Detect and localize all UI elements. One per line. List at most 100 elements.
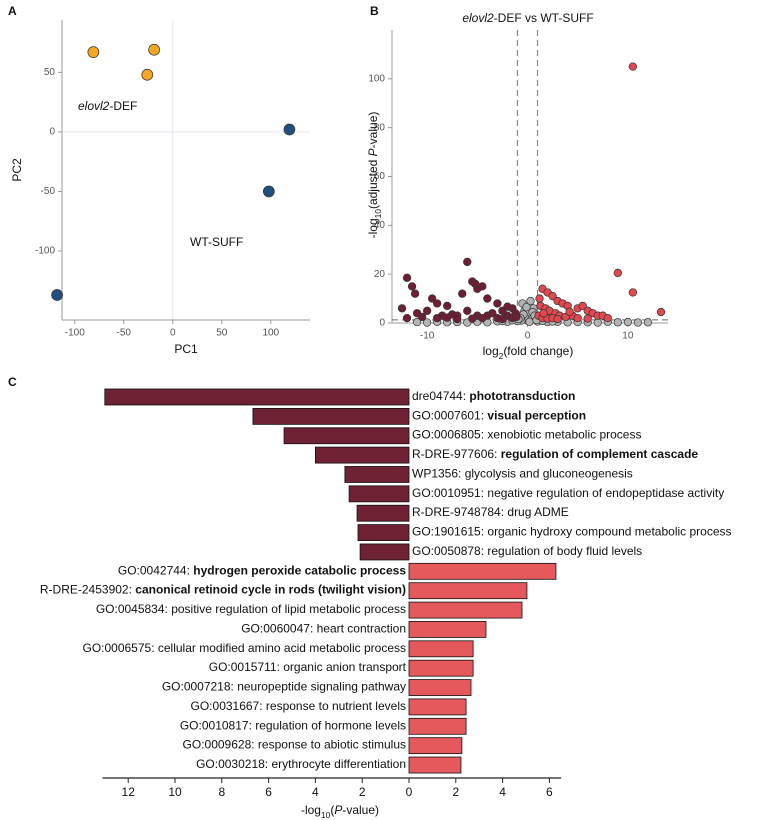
point bbox=[148, 43, 160, 56]
point bbox=[410, 289, 420, 298]
point bbox=[526, 296, 535, 306]
text-run: elovl2 bbox=[462, 11, 494, 25]
bar bbox=[408, 640, 474, 658]
bar bbox=[408, 756, 462, 774]
text-run: GO:0010951: bbox=[412, 486, 487, 500]
text-run: GO:0060047: bbox=[241, 622, 316, 636]
text-run: -DEF bbox=[109, 99, 137, 113]
panel-letter: A bbox=[8, 4, 17, 18]
point bbox=[262, 185, 275, 198]
category-label: GO:0050878: regulation of body fluid lev… bbox=[412, 544, 642, 558]
text-run: R-DRE-9748784: bbox=[412, 505, 507, 519]
x-tick-label: 2 bbox=[359, 785, 366, 799]
point bbox=[402, 313, 412, 323]
bar bbox=[408, 737, 463, 755]
category-label: R-DRE-2453902: canonical retinoid cycle … bbox=[40, 583, 406, 597]
x-tick-label: 50 bbox=[216, 328, 228, 339]
point bbox=[433, 313, 442, 323]
category-label: GO:0007601: visual perception bbox=[412, 409, 586, 423]
y-tick-label: -100 bbox=[35, 246, 55, 257]
x-tick-label: 0 bbox=[406, 785, 413, 799]
y-tick-label: 0 bbox=[49, 127, 55, 138]
point bbox=[407, 282, 417, 291]
text-run: (fold change) bbox=[503, 344, 573, 358]
text-run: phototransduction bbox=[469, 389, 575, 403]
text-run: GO:0030218: bbox=[196, 757, 271, 771]
bar bbox=[344, 466, 410, 483]
text-run: GO:0007601: bbox=[412, 409, 487, 423]
point bbox=[525, 317, 534, 326]
text-run: GO:0006575: bbox=[82, 641, 157, 655]
text-run: -value) bbox=[342, 803, 379, 817]
point bbox=[422, 306, 432, 315]
category-label: GO:0031667: response to nutrient levels bbox=[191, 699, 406, 713]
bar bbox=[408, 601, 523, 619]
text-run: erythrocyte differentiation bbox=[271, 757, 406, 771]
text-run: canonical retinoid cycle in rods (twilig… bbox=[135, 583, 406, 597]
text-run: PC1 bbox=[174, 342, 198, 356]
bar bbox=[408, 717, 467, 735]
point bbox=[51, 289, 63, 301]
x-tick-label: 2 bbox=[452, 785, 459, 799]
point bbox=[498, 314, 507, 324]
text-run: -log bbox=[366, 218, 380, 238]
text-run: GO:0009628: bbox=[183, 738, 258, 752]
category-label: GO:0060047: heart contraction bbox=[241, 622, 406, 636]
bar bbox=[408, 698, 467, 716]
x-tick-label: -10 bbox=[420, 331, 435, 342]
x-tick-label: 12 bbox=[122, 785, 136, 799]
point bbox=[583, 314, 592, 323]
x-tick-label: 0 bbox=[170, 328, 176, 339]
point bbox=[656, 307, 666, 317]
y-tick-label: 0 bbox=[379, 318, 385, 329]
y-tick-label: 50 bbox=[44, 67, 56, 78]
text-run: GO:0010817: bbox=[180, 718, 255, 732]
text-run: xenobiotic metabolic process bbox=[487, 428, 641, 442]
point bbox=[427, 294, 437, 303]
text-run: regulation of body fluid levels bbox=[487, 544, 642, 558]
bar bbox=[359, 543, 410, 561]
text-run: organic hydroxy compound metabolic proce… bbox=[487, 525, 731, 539]
bar bbox=[356, 504, 410, 522]
panel-letter: C bbox=[8, 375, 17, 389]
point bbox=[565, 307, 574, 316]
x-tick-label: 10 bbox=[622, 331, 634, 342]
category-label: GO:0009628: response to abiotic stimulus bbox=[183, 738, 406, 752]
x-tick-label: 8 bbox=[218, 785, 225, 799]
x-axis-label: log2(fold change) bbox=[483, 344, 574, 361]
text-run: P bbox=[334, 803, 342, 817]
x-tick-label: 100 bbox=[262, 328, 279, 339]
text-run: regulation of hormone levels bbox=[255, 718, 406, 732]
text-run: -DEF vs WT-SUFF bbox=[494, 11, 594, 25]
group-label: elovl2-DEF bbox=[78, 99, 137, 113]
group-label: WT-SUFF bbox=[190, 235, 243, 249]
category-label: R-DRE-9748784: drug ADME bbox=[412, 505, 569, 519]
point bbox=[613, 268, 622, 278]
category-label: GO:0030218: erythrocyte differentiation bbox=[196, 757, 406, 771]
text-run: neuropeptide signaling pathway bbox=[237, 680, 406, 694]
bar bbox=[252, 407, 410, 425]
text-run: negative regulation of endopeptidase act… bbox=[487, 486, 724, 500]
point bbox=[628, 288, 638, 297]
text-run: organic anion transport bbox=[283, 660, 406, 674]
y-tick-label: -50 bbox=[41, 186, 56, 197]
text-run: drug ADME bbox=[507, 505, 568, 519]
point bbox=[548, 291, 557, 301]
point bbox=[512, 312, 521, 322]
text-run: dre04744: bbox=[412, 389, 469, 403]
bar bbox=[408, 562, 557, 580]
category-label: WP1356: glycolysis and gluconeogenesis bbox=[412, 467, 633, 481]
text-run: -value) bbox=[366, 112, 380, 149]
point bbox=[493, 299, 502, 308]
point bbox=[402, 273, 412, 282]
point bbox=[463, 257, 472, 267]
category-label: GO:0045834: positive regulation of lipid… bbox=[96, 602, 406, 616]
text-run: P bbox=[366, 148, 380, 156]
bar bbox=[408, 621, 487, 638]
text-run: GO:0006805: bbox=[412, 428, 487, 442]
text-run: hydrogen peroxide catabolic process bbox=[193, 564, 406, 578]
panel-letter: B bbox=[370, 4, 379, 18]
point bbox=[478, 282, 487, 291]
category-label: GO:0015711: organic anion transport bbox=[209, 660, 407, 674]
